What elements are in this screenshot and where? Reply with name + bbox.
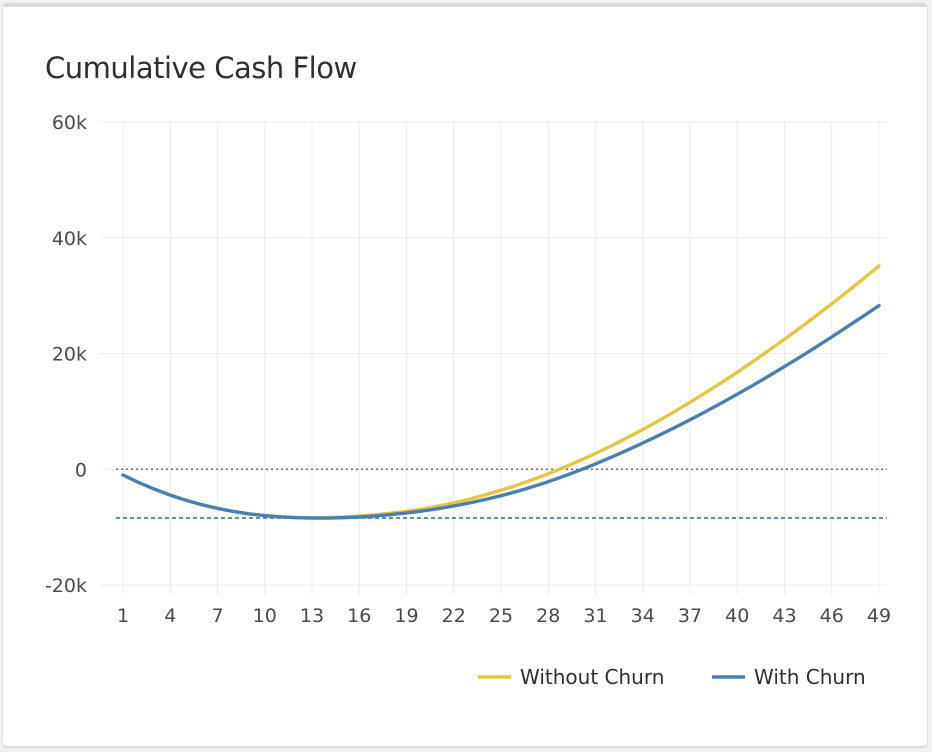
series-line (121, 303, 881, 520)
grid (100, 121, 887, 595)
x-tick-label: 31 (583, 605, 607, 627)
y-axis-ticks: -20k 0 20k 40k 60k (45, 112, 87, 597)
y-tick-label: 60k (52, 112, 87, 134)
x-tick-label: 22 (442, 605, 466, 627)
legend-label: With Churn (754, 665, 866, 689)
chart-title: Cumulative Cash Flow (45, 51, 357, 85)
x-tick-label: 16 (347, 605, 371, 627)
x-tick-label: 40 (725, 605, 749, 627)
x-tick-label: 43 (772, 605, 796, 627)
reference-lines (116, 468, 887, 519)
x-tick-label: 4 (164, 605, 176, 627)
y-tick-label: -20k (45, 575, 87, 597)
x-tick-label: 34 (631, 605, 655, 627)
x-axis-ticks: 1 4 7 10 13 16 19 22 25 28 31 34 37 40 43 46 49 (117, 605, 891, 627)
x-tick-label: 13 (300, 605, 324, 627)
x-tick-label: 49 (867, 605, 891, 627)
legend-label: Without Churn (520, 665, 664, 689)
x-tick-label: 46 (820, 605, 844, 627)
legend: Without Churn With Churn (478, 665, 866, 689)
series-lines (121, 264, 881, 520)
y-tick-label: 0 (75, 459, 87, 481)
x-tick-label: 10 (253, 605, 277, 627)
x-tick-label: 1 (117, 605, 129, 627)
x-tick-label: 37 (678, 605, 702, 627)
x-tick-label: 19 (394, 605, 418, 627)
x-tick-label: 7 (211, 605, 223, 627)
x-tick-label: 25 (489, 605, 513, 627)
x-tick-label: 28 (536, 605, 560, 627)
y-tick-label: 40k (52, 228, 87, 250)
y-tick-label: 20k (52, 344, 87, 366)
